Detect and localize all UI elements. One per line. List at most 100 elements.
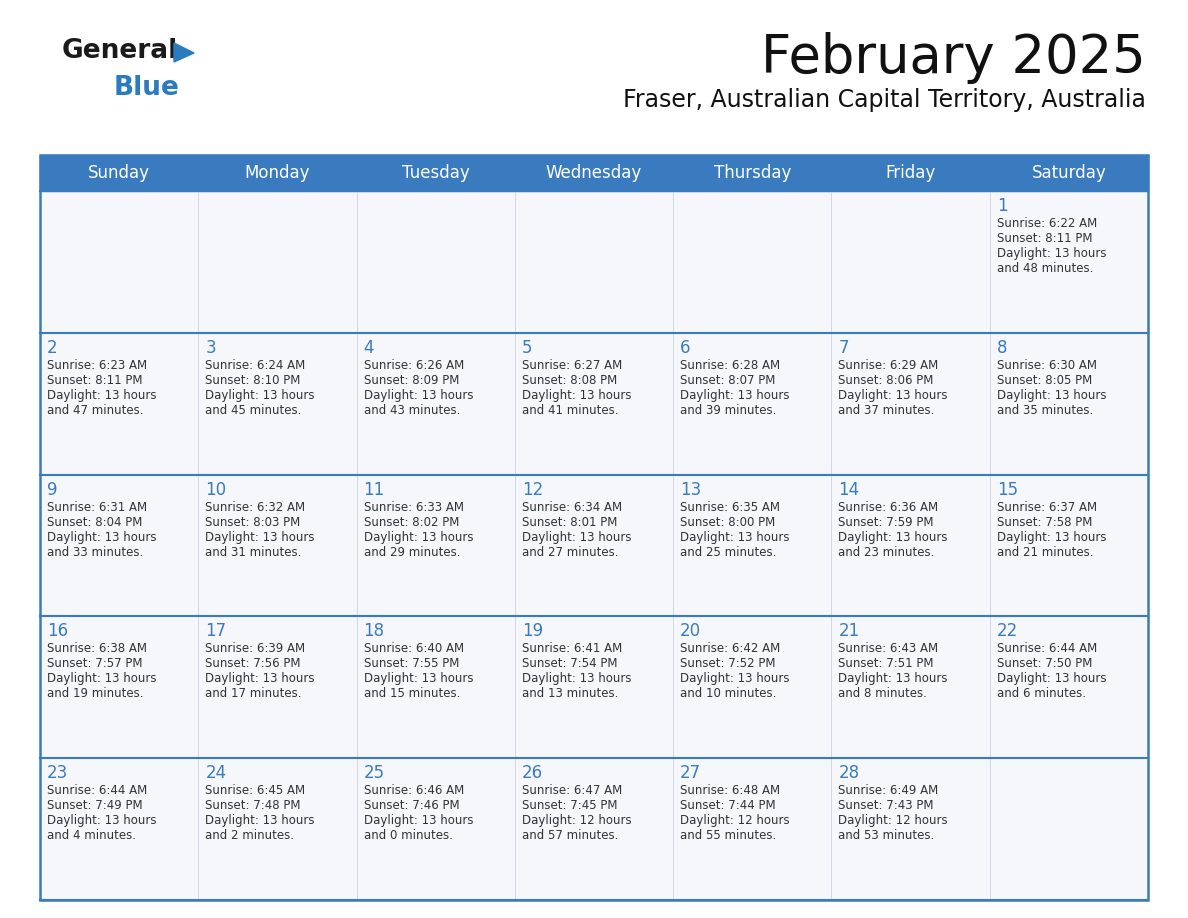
- Text: February 2025: February 2025: [762, 32, 1146, 84]
- Bar: [40, 616, 1148, 758]
- Text: Sunset: 7:50 PM: Sunset: 7:50 PM: [997, 657, 1092, 670]
- Text: and 37 minutes.: and 37 minutes.: [839, 404, 935, 417]
- Text: Sunset: 7:52 PM: Sunset: 7:52 PM: [681, 657, 776, 670]
- Text: Sunrise: 6:22 AM: Sunrise: 6:22 AM: [997, 217, 1097, 230]
- Text: Sunrise: 6:43 AM: Sunrise: 6:43 AM: [839, 643, 939, 655]
- Text: Thursday: Thursday: [714, 164, 791, 182]
- Text: Sunset: 8:03 PM: Sunset: 8:03 PM: [206, 516, 301, 529]
- Text: Sunrise: 6:23 AM: Sunrise: 6:23 AM: [48, 359, 147, 372]
- Text: Daylight: 13 hours: Daylight: 13 hours: [48, 672, 157, 686]
- Bar: [40, 155, 1148, 900]
- Text: and 21 minutes.: and 21 minutes.: [997, 545, 1093, 558]
- Text: 24: 24: [206, 764, 227, 782]
- Text: Sunset: 7:46 PM: Sunset: 7:46 PM: [364, 800, 460, 812]
- Text: Sunrise: 6:45 AM: Sunrise: 6:45 AM: [206, 784, 305, 797]
- Text: 18: 18: [364, 622, 385, 641]
- Text: 20: 20: [681, 622, 701, 641]
- Text: Sunset: 8:01 PM: Sunset: 8:01 PM: [522, 516, 618, 529]
- Text: Sunrise: 6:24 AM: Sunrise: 6:24 AM: [206, 359, 305, 372]
- Text: 9: 9: [48, 481, 57, 498]
- Text: Daylight: 13 hours: Daylight: 13 hours: [839, 531, 948, 543]
- Text: Daylight: 13 hours: Daylight: 13 hours: [206, 672, 315, 686]
- Text: Sunset: 8:11 PM: Sunset: 8:11 PM: [997, 232, 1092, 245]
- Text: Saturday: Saturday: [1031, 164, 1106, 182]
- Text: Daylight: 13 hours: Daylight: 13 hours: [48, 814, 157, 827]
- Text: Sunrise: 6:36 AM: Sunrise: 6:36 AM: [839, 500, 939, 513]
- Text: Daylight: 13 hours: Daylight: 13 hours: [681, 531, 790, 543]
- Text: Sunset: 8:08 PM: Sunset: 8:08 PM: [522, 374, 617, 386]
- Text: Fraser, Australian Capital Territory, Australia: Fraser, Australian Capital Territory, Au…: [624, 88, 1146, 112]
- Text: 2: 2: [48, 339, 58, 357]
- Text: Sunset: 8:10 PM: Sunset: 8:10 PM: [206, 374, 301, 386]
- Text: Sunset: 7:43 PM: Sunset: 7:43 PM: [839, 800, 934, 812]
- Text: Sunrise: 6:33 AM: Sunrise: 6:33 AM: [364, 500, 463, 513]
- Text: Monday: Monday: [245, 164, 310, 182]
- Text: and 41 minutes.: and 41 minutes.: [522, 404, 619, 417]
- Text: General: General: [62, 38, 178, 64]
- Text: Daylight: 13 hours: Daylight: 13 hours: [997, 389, 1106, 402]
- Text: Friday: Friday: [885, 164, 936, 182]
- Text: 19: 19: [522, 622, 543, 641]
- Text: and 57 minutes.: and 57 minutes.: [522, 829, 618, 842]
- Text: and 31 minutes.: and 31 minutes.: [206, 545, 302, 558]
- Text: Daylight: 13 hours: Daylight: 13 hours: [48, 531, 157, 543]
- Text: Daylight: 13 hours: Daylight: 13 hours: [522, 389, 631, 402]
- Text: Sunrise: 6:40 AM: Sunrise: 6:40 AM: [364, 643, 463, 655]
- Text: Blue: Blue: [114, 75, 179, 101]
- Text: Daylight: 12 hours: Daylight: 12 hours: [681, 814, 790, 827]
- Text: and 0 minutes.: and 0 minutes.: [364, 829, 453, 842]
- Text: Sunrise: 6:29 AM: Sunrise: 6:29 AM: [839, 359, 939, 372]
- Text: Sunset: 7:55 PM: Sunset: 7:55 PM: [364, 657, 459, 670]
- Text: and 43 minutes.: and 43 minutes.: [364, 404, 460, 417]
- Text: Sunrise: 6:35 AM: Sunrise: 6:35 AM: [681, 500, 781, 513]
- Text: 8: 8: [997, 339, 1007, 357]
- Text: Sunset: 8:02 PM: Sunset: 8:02 PM: [364, 516, 459, 529]
- Text: Sunrise: 6:38 AM: Sunrise: 6:38 AM: [48, 643, 147, 655]
- Bar: [40, 333, 1148, 475]
- Text: Sunrise: 6:39 AM: Sunrise: 6:39 AM: [206, 643, 305, 655]
- Text: Daylight: 13 hours: Daylight: 13 hours: [522, 672, 631, 686]
- Bar: [40, 758, 1148, 900]
- Text: 7: 7: [839, 339, 849, 357]
- Text: and 13 minutes.: and 13 minutes.: [522, 688, 618, 700]
- Text: Sunset: 7:49 PM: Sunset: 7:49 PM: [48, 800, 143, 812]
- Text: 17: 17: [206, 622, 227, 641]
- Text: and 2 minutes.: and 2 minutes.: [206, 829, 295, 842]
- Text: Sunrise: 6:47 AM: Sunrise: 6:47 AM: [522, 784, 623, 797]
- Text: and 27 minutes.: and 27 minutes.: [522, 545, 619, 558]
- Text: Sunrise: 6:42 AM: Sunrise: 6:42 AM: [681, 643, 781, 655]
- Text: and 48 minutes.: and 48 minutes.: [997, 262, 1093, 275]
- Text: Sunset: 8:09 PM: Sunset: 8:09 PM: [364, 374, 459, 386]
- Text: Daylight: 13 hours: Daylight: 13 hours: [206, 389, 315, 402]
- Text: and 45 minutes.: and 45 minutes.: [206, 404, 302, 417]
- Text: Sunrise: 6:26 AM: Sunrise: 6:26 AM: [364, 359, 463, 372]
- Text: Sunset: 7:45 PM: Sunset: 7:45 PM: [522, 800, 618, 812]
- Text: 21: 21: [839, 622, 860, 641]
- Text: Sunrise: 6:28 AM: Sunrise: 6:28 AM: [681, 359, 781, 372]
- Text: Sunset: 7:58 PM: Sunset: 7:58 PM: [997, 516, 1092, 529]
- Text: 3: 3: [206, 339, 216, 357]
- Text: and 47 minutes.: and 47 minutes.: [48, 404, 144, 417]
- Text: Sunrise: 6:34 AM: Sunrise: 6:34 AM: [522, 500, 623, 513]
- Text: 6: 6: [681, 339, 690, 357]
- Text: Sunday: Sunday: [88, 164, 150, 182]
- Text: Sunrise: 6:44 AM: Sunrise: 6:44 AM: [48, 784, 147, 797]
- Bar: [40, 191, 1148, 333]
- Text: and 6 minutes.: and 6 minutes.: [997, 688, 1086, 700]
- Text: Daylight: 13 hours: Daylight: 13 hours: [364, 814, 473, 827]
- Text: Sunrise: 6:49 AM: Sunrise: 6:49 AM: [839, 784, 939, 797]
- Text: 4: 4: [364, 339, 374, 357]
- Text: Wednesday: Wednesday: [545, 164, 643, 182]
- Text: and 23 minutes.: and 23 minutes.: [839, 545, 935, 558]
- Text: Sunset: 7:44 PM: Sunset: 7:44 PM: [681, 800, 776, 812]
- Text: 12: 12: [522, 481, 543, 498]
- Text: 11: 11: [364, 481, 385, 498]
- Text: Daylight: 13 hours: Daylight: 13 hours: [206, 531, 315, 543]
- Text: 1: 1: [997, 197, 1007, 215]
- Text: Sunset: 8:05 PM: Sunset: 8:05 PM: [997, 374, 1092, 386]
- Text: Sunrise: 6:31 AM: Sunrise: 6:31 AM: [48, 500, 147, 513]
- Text: Sunset: 7:51 PM: Sunset: 7:51 PM: [839, 657, 934, 670]
- Text: Sunset: 7:57 PM: Sunset: 7:57 PM: [48, 657, 143, 670]
- Text: Sunset: 7:48 PM: Sunset: 7:48 PM: [206, 800, 301, 812]
- Text: and 15 minutes.: and 15 minutes.: [364, 688, 460, 700]
